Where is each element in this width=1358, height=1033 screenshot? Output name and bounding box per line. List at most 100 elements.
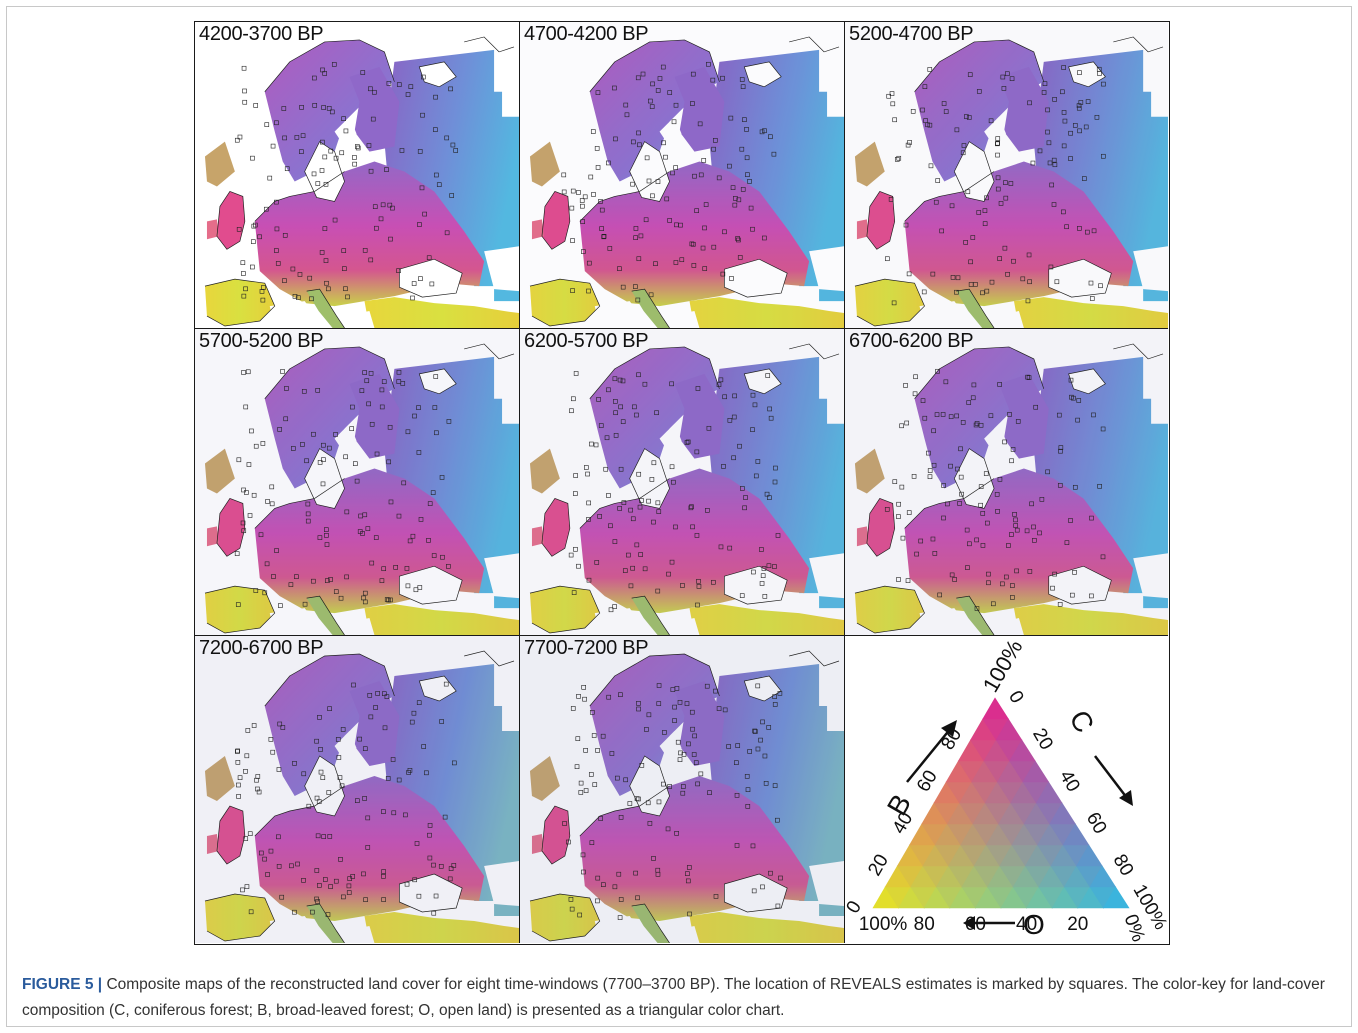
reveals-site-marker (569, 906, 575, 912)
reveals-site-marker (700, 245, 706, 251)
reveals-site-marker (301, 771, 307, 777)
reveals-site-marker (427, 501, 433, 506)
reveals-site-marker (727, 418, 733, 423)
reveals-site-marker (386, 81, 392, 86)
reveals-site-marker (569, 205, 575, 211)
reveals-site-marker (606, 694, 612, 700)
reveals-site-marker (648, 292, 654, 298)
reveals-site-marker (752, 402, 758, 408)
reveals-site-marker (974, 421, 980, 426)
reveals-site-marker (1006, 543, 1011, 548)
reveals-site-marker (576, 563, 581, 569)
reveals-site-marker (1037, 530, 1042, 536)
reveals-site-marker (325, 912, 331, 917)
reveals-site-marker (736, 237, 741, 243)
reveals-site-marker (686, 865, 692, 870)
reveals-site-marker (1088, 280, 1094, 286)
reveals-site-marker (980, 543, 986, 548)
reveals-site-marker (976, 210, 982, 215)
reveals-site-marker (673, 260, 679, 265)
arrow-b-icon (906, 720, 957, 783)
reveals-site-marker (436, 182, 442, 187)
reveals-site-marker (959, 491, 964, 497)
reveals-site-marker (318, 769, 324, 775)
reveals-site-marker (311, 171, 317, 177)
reveals-site-marker (896, 155, 902, 161)
reveals-site-marker (703, 202, 709, 207)
reveals-site-marker (585, 471, 590, 477)
map-panel: 7700-7200 BP (520, 636, 845, 943)
reveals-site-marker (997, 477, 1003, 482)
reveals-site-marker (612, 539, 618, 544)
reveals-site-marker (417, 585, 423, 590)
reveals-site-marker (346, 890, 352, 895)
reveals-site-marker (317, 883, 322, 888)
reveals-site-marker (646, 178, 652, 184)
reveals-site-marker (329, 109, 335, 115)
reveals-site-marker (292, 294, 298, 299)
reveals-site-marker (263, 206, 269, 212)
caption-text: Composite maps of the reconstructed land… (22, 976, 1325, 1019)
reveals-site-marker (606, 387, 611, 393)
reveals-site-marker (281, 106, 287, 111)
reveals-site-marker (729, 276, 734, 281)
reveals-site-marker (970, 395, 976, 401)
reveals-site-marker (751, 888, 757, 894)
reveals-site-marker (740, 486, 745, 491)
reveals-site-marker (582, 194, 588, 200)
reveals-site-marker (937, 592, 942, 598)
reveals-site-marker (291, 446, 296, 451)
reveals-site-marker (935, 178, 941, 183)
reveals-site-marker (745, 787, 751, 792)
color-key-cell (1089, 865, 1117, 888)
reveals-site-marker (656, 683, 662, 688)
reveals-site-marker (295, 861, 300, 867)
reveals-site-marker (292, 761, 297, 766)
reveals-site-marker (358, 513, 363, 519)
reveals-site-marker (343, 128, 349, 134)
reveals-site-marker (988, 118, 994, 124)
reveals-site-marker (242, 99, 248, 105)
reveals-site-marker (949, 572, 955, 578)
reveals-site-marker (277, 427, 282, 432)
reveals-site-marker (680, 583, 685, 588)
reveals-site-marker (562, 821, 567, 826)
reveals-site-marker (640, 71, 646, 77)
reveals-site-marker (775, 903, 781, 909)
reveals-site-marker (670, 687, 676, 692)
reveals-site-marker (737, 255, 743, 260)
reveals-site-marker (381, 809, 386, 814)
reveals-site-marker (362, 599, 368, 605)
reveals-site-marker (570, 238, 575, 243)
reveals-site-marker (427, 832, 432, 838)
reveals-site-marker (574, 764, 580, 769)
reveals-site-marker (755, 683, 761, 689)
reveals-site-marker (235, 760, 241, 765)
reveals-site-marker (722, 229, 727, 235)
reveals-site-marker (1070, 592, 1075, 598)
reveals-site-marker (583, 788, 589, 793)
reveals-site-marker (596, 397, 601, 402)
reveals-site-marker (411, 281, 417, 286)
reveals-site-marker (1085, 99, 1091, 104)
reveals-site-marker (438, 864, 444, 869)
reveals-site-marker (573, 546, 578, 552)
reveals-site-marker (613, 399, 618, 404)
reveals-site-marker (644, 155, 650, 161)
color-key-panel: 100% B C O 0 20 40 60 80 0 20 40 60 80 100% 100% 80 6… (845, 636, 1168, 943)
reveals-site-marker (368, 168, 374, 174)
reveals-site-marker (672, 704, 677, 710)
reveals-site-marker (241, 293, 247, 299)
reveals-site-marker (391, 810, 397, 816)
reveals-site-marker (234, 137, 240, 143)
reveals-site-marker (1100, 426, 1106, 432)
color-key-cell (1076, 844, 1103, 867)
reveals-site-marker (344, 509, 350, 515)
reveals-site-marker (408, 84, 414, 89)
reveals-site-marker (927, 474, 933, 480)
reveals-site-marker (346, 883, 352, 889)
reveals-site-marker (1002, 245, 1008, 251)
reveals-site-marker (357, 529, 363, 534)
reveals-site-marker (750, 427, 755, 432)
reveals-site-marker (630, 516, 636, 522)
